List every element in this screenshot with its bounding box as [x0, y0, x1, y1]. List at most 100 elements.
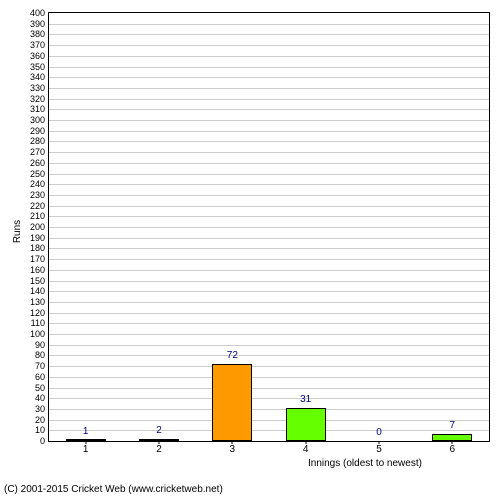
y-tick-label: 120	[30, 308, 45, 318]
grid-line	[49, 184, 489, 185]
plot-area: 0102030405060708090100110120130140150160…	[48, 12, 490, 442]
y-tick-label: 290	[30, 126, 45, 136]
y-tick-label: 100	[30, 329, 45, 339]
bar-value-label: 2	[156, 425, 162, 436]
x-tick-label: 1	[83, 444, 89, 455]
bar-value-label: 72	[227, 350, 238, 361]
grid-line	[49, 227, 489, 228]
y-tick-label: 200	[30, 222, 45, 232]
grid-line	[49, 195, 489, 196]
bar-value-label: 31	[300, 394, 311, 405]
grid-line	[49, 420, 489, 421]
x-tick-label: 6	[450, 444, 456, 455]
grid-line	[49, 67, 489, 68]
bar-value-label: 1	[83, 426, 89, 437]
y-tick-label: 130	[30, 297, 45, 307]
y-tick-label: 390	[30, 19, 45, 29]
grid-line	[49, 77, 489, 78]
y-tick-label: 340	[30, 72, 45, 82]
grid-line	[49, 206, 489, 207]
grid-line	[49, 388, 489, 389]
grid-line	[49, 141, 489, 142]
y-tick-label: 310	[30, 104, 45, 114]
x-tick-label: 4	[303, 444, 309, 455]
y-tick-label: 180	[30, 243, 45, 253]
grid-line	[49, 24, 489, 25]
grid-line	[49, 270, 489, 271]
y-tick-label: 240	[30, 179, 45, 189]
grid-line	[49, 430, 489, 431]
grid-line	[49, 345, 489, 346]
y-axis-label: Runs	[12, 220, 23, 243]
x-tick-label: 5	[376, 444, 382, 455]
grid-line	[49, 334, 489, 335]
grid-line	[49, 34, 489, 35]
x-axis-label: Innings (oldest to newest)	[308, 458, 422, 469]
grid-line	[49, 152, 489, 153]
y-tick-label: 90	[35, 340, 45, 350]
y-tick-label: 370	[30, 40, 45, 50]
grid-line	[49, 45, 489, 46]
grid-line	[49, 409, 489, 410]
grid-line	[49, 291, 489, 292]
y-tick-label: 320	[30, 94, 45, 104]
x-tick-label: 2	[156, 444, 162, 455]
grid-line	[49, 131, 489, 132]
bar	[432, 434, 472, 441]
y-tick-label: 30	[35, 404, 45, 414]
grid-line	[49, 163, 489, 164]
grid-line	[49, 313, 489, 314]
y-tick-label: 380	[30, 29, 45, 39]
grid-line	[49, 88, 489, 89]
y-tick-label: 150	[30, 276, 45, 286]
y-tick-label: 250	[30, 169, 45, 179]
y-tick-label: 400	[30, 8, 45, 18]
y-tick-label: 20	[35, 415, 45, 425]
bar	[286, 408, 326, 441]
y-tick-label: 10	[35, 425, 45, 435]
y-tick-label: 300	[30, 115, 45, 125]
copyright-text: (C) 2001-2015 Cricket Web (www.cricketwe…	[4, 484, 223, 495]
y-tick-label: 60	[35, 372, 45, 382]
grid-line	[49, 377, 489, 378]
y-tick-label: 350	[30, 62, 45, 72]
y-tick-label: 70	[35, 361, 45, 371]
y-tick-label: 110	[31, 318, 45, 328]
grid-line	[49, 174, 489, 175]
y-tick-label: 330	[30, 83, 45, 93]
y-tick-label: 0	[40, 436, 45, 446]
grid-line	[49, 259, 489, 260]
grid-line	[49, 302, 489, 303]
y-tick-label: 160	[30, 265, 45, 275]
bar	[212, 364, 252, 441]
y-tick-label: 270	[30, 147, 45, 157]
y-tick-label: 220	[30, 201, 45, 211]
grid-line	[49, 355, 489, 356]
grid-line	[49, 120, 489, 121]
grid-line	[49, 248, 489, 249]
grid-line	[49, 281, 489, 282]
grid-line	[49, 323, 489, 324]
y-tick-label: 260	[30, 158, 45, 168]
y-tick-label: 280	[30, 136, 45, 146]
y-tick-label: 190	[30, 233, 45, 243]
y-tick-label: 210	[30, 211, 45, 221]
x-tick-label: 3	[230, 444, 236, 455]
grid-line	[49, 398, 489, 399]
bar-value-label: 0	[376, 427, 382, 438]
y-tick-label: 40	[35, 393, 45, 403]
y-tick-label: 230	[30, 190, 45, 200]
grid-line	[49, 238, 489, 239]
y-tick-label: 50	[35, 383, 45, 393]
grid-line	[49, 56, 489, 57]
grid-line	[49, 109, 489, 110]
chart-container: 0102030405060708090100110120130140150160…	[0, 0, 500, 500]
grid-line	[49, 99, 489, 100]
y-tick-label: 170	[30, 254, 45, 264]
y-tick-label: 80	[35, 350, 45, 360]
grid-line	[49, 216, 489, 217]
grid-line	[49, 366, 489, 367]
bar-value-label: 7	[450, 420, 456, 431]
y-tick-label: 360	[30, 51, 45, 61]
y-tick-label: 140	[30, 286, 45, 296]
